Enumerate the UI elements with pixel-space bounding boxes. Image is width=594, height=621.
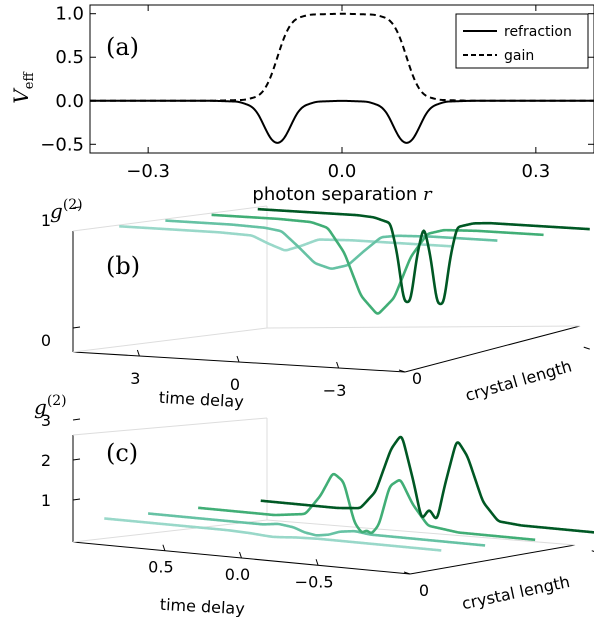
panel-a-legend: refraction gain — [455, 13, 589, 69]
panel-b-xlabel: time delay — [158, 388, 244, 411]
panel-b-ztick-mark — [72, 206, 81, 209]
panel-a-ytick-label: 0.0 — [55, 91, 84, 112]
panel-c-ylabel: crystal length — [460, 572, 571, 613]
panel-c-lines — [103, 435, 594, 552]
legend-gain: gain — [504, 48, 534, 64]
panel-a-xtick-label: −0.3 — [126, 161, 170, 182]
panel-a-label: (a) — [106, 33, 139, 61]
panel-c-ztick-label: 1 — [41, 491, 51, 510]
panel-a-ylabel: Veff — [9, 71, 37, 104]
legend-refraction: refraction — [504, 24, 572, 40]
svg-text:Veff: Veff — [9, 71, 37, 104]
panel-c-ztick-label: 2 — [41, 451, 51, 470]
panel-b-box — [72, 205, 581, 373]
panel-b-ztick-label: 0 — [41, 331, 51, 350]
panel-b-ylabel: crystal length — [463, 356, 574, 405]
panel-b-xtick-mark — [136, 349, 140, 357]
panel-b-ytick-label: 0 — [412, 369, 422, 388]
panel-a-ytick-label: 0.5 — [55, 47, 84, 68]
panel-b-series-1 — [118, 224, 452, 252]
zlabel-sup: (2) — [63, 197, 83, 213]
ylabel-main: V — [9, 87, 33, 104]
panel-c-xtick-mark — [315, 559, 319, 566]
panel-c-series-1 — [103, 517, 442, 552]
panel-c-series-4 — [260, 435, 594, 534]
panel-c-ztick-mark — [72, 498, 81, 501]
panel-b-ztick-mark — [72, 326, 81, 329]
xlabel-math: r — [423, 184, 433, 205]
legend-box — [455, 13, 589, 69]
xlabel-text: photon separation — [252, 184, 417, 205]
panel-c-ztick-label: 3 — [41, 411, 51, 430]
panel-a-ytick-label: −0.5 — [40, 134, 84, 155]
panel-c-xlabel: time delay — [159, 595, 245, 617]
panel-c-ztick-mark — [72, 418, 81, 421]
panel-c-box — [72, 417, 576, 575]
panel-c-zlabel: g(2) — [34, 393, 67, 419]
panel-c-ytick-mark — [591, 550, 594, 552]
panel-c-xtick-mark — [162, 544, 166, 551]
panel-b-xtick-label: −3 — [323, 381, 347, 400]
panel-c-label: (c) — [106, 439, 138, 467]
panel-b-ytick-mark — [583, 346, 590, 350]
panel-b-label: (b) — [106, 252, 140, 280]
panel-b-xtick-label: 3 — [130, 369, 140, 388]
panel-b-lines — [118, 207, 591, 315]
panel-a-xtick-label: 0.3 — [522, 161, 551, 182]
panel-b-series-3 — [211, 213, 544, 315]
panel-c-ytick-label: 0 — [419, 581, 429, 600]
panel-a-ytick-label: 1.0 — [55, 4, 84, 25]
zlabel-sup: (2) — [47, 393, 67, 409]
panel-b-xtick-mark — [336, 361, 340, 369]
panel-b-series-2 — [165, 219, 498, 270]
panel-a-xtick-label: 0.0 — [328, 161, 357, 182]
panel-b-zlabel: g(2) — [50, 197, 83, 223]
panel-c-series-2 — [147, 512, 486, 547]
panel-c-xtick-label: 0.0 — [225, 565, 250, 584]
panel-c-xtick-mark — [239, 551, 242, 559]
panel-a-ticks: −0.3 0.0 0.3 −0.5 0.0 0.5 1.0 — [40, 4, 594, 182]
panel-a-series-refraction — [90, 99, 594, 144]
panel-b-ztick-label: 1 — [41, 211, 51, 230]
panel-a-series-gain — [90, 12, 594, 102]
panel-a-lines — [90, 12, 594, 144]
panel-b-ytick-mark — [398, 369, 406, 373]
panel-c-xtick-label: −0.5 — [295, 572, 334, 591]
panel-c-ytick-mark — [403, 571, 411, 575]
zlabel-main: g — [50, 199, 63, 223]
ylabel-sub: eff — [22, 71, 37, 90]
panel-a-xlabel: photon separation r — [252, 184, 433, 205]
panel-b-xtick-label: 0 — [230, 375, 240, 394]
panel-a: −0.3 0.0 0.3 −0.5 0.0 0.5 1.0 (a) Veff photon … — [9, 4, 594, 205]
panel-b-series-4 — [257, 207, 591, 306]
panel-c-series-3 — [197, 472, 536, 542]
panel-b-xtick-mark — [236, 355, 240, 363]
panel-c-xtick-label: 0.5 — [148, 558, 173, 577]
zlabel-main: g — [34, 395, 47, 419]
panel-c-ztick-mark — [72, 458, 81, 461]
